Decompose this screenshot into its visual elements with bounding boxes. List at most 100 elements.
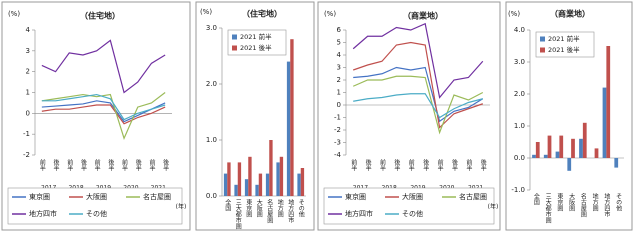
legend-swatch <box>232 45 237 51</box>
bar <box>244 179 249 196</box>
x-tick-label: 前半 <box>148 158 155 172</box>
x-tick-label: 名古屋圏 <box>579 192 586 218</box>
x-tick-label: 前半 <box>93 158 100 172</box>
y-tick-label: -3 <box>334 139 341 147</box>
y-tick-label: 3.0 <box>514 58 525 66</box>
bar <box>258 173 263 196</box>
legend-box <box>535 31 595 58</box>
x-tick-label: 全国 <box>532 192 539 206</box>
series-line <box>353 41 483 129</box>
x-tick-label: 後半 <box>451 158 458 172</box>
bar <box>300 168 305 196</box>
x-tick-label: 前半 <box>465 158 472 172</box>
legend-swatch <box>232 34 237 40</box>
y-tick-label: 1 <box>337 89 341 97</box>
series-line <box>41 104 166 125</box>
x-tick-label: 前半 <box>66 158 73 172</box>
bar <box>543 154 548 158</box>
y-tick-label: 4 <box>337 51 342 59</box>
chart-title: （住宅地） <box>80 11 120 21</box>
x-tick-label: 後半 <box>162 158 169 172</box>
x-tick-label: 後半 <box>107 158 114 172</box>
bar <box>535 142 540 158</box>
x-tick-label: 前半 <box>121 158 128 172</box>
bar <box>276 162 280 196</box>
chart-title: （住宅地） <box>242 9 282 19</box>
y-tick-label: 3 <box>337 64 341 72</box>
x-tick-label: 地方四市 <box>287 198 294 224</box>
y-tick-label: -4 <box>334 151 342 159</box>
bar <box>571 138 575 158</box>
x-tick-label: 前半 <box>350 158 357 172</box>
x-tick-label: その他 <box>297 199 304 218</box>
bar <box>297 173 301 196</box>
x-tick-label: 前半 <box>379 158 386 172</box>
x-tick-label: 三大都市圏 <box>234 199 241 230</box>
bar <box>579 138 583 158</box>
y-axis-unit: (%) <box>508 10 520 18</box>
y-tick-label: -1 <box>23 130 30 138</box>
series-line <box>41 92 166 141</box>
legend-label: 大阪圏 <box>402 192 423 201</box>
legend-label: 2021 後半 <box>240 43 272 52</box>
series-line <box>41 93 166 121</box>
bar <box>265 173 270 196</box>
x-tick-label: 後半 <box>364 158 371 172</box>
bar <box>269 140 273 196</box>
bar <box>286 61 291 196</box>
x-tick-label: 後半 <box>134 158 141 172</box>
screenshot: （住宅地）(%)-2-101234前半後半前半後半前半後半前半後半前半後半201… <box>1 1 633 231</box>
x-tick-label: 東京圏 <box>245 198 252 218</box>
x-tick-label: 三大都市圏 <box>544 193 551 224</box>
y-tick-label: 1.0 <box>514 122 525 130</box>
x-tick-label: 大阪圏 <box>255 198 262 218</box>
y-tick-label: 0 <box>337 101 341 109</box>
y-axis-unit: (%) <box>200 8 212 16</box>
y-tick-label: 5 <box>337 39 341 47</box>
y-tick-label: 0.0 <box>514 154 525 162</box>
legend-label: 2021 前半 <box>548 34 580 43</box>
x-tick-label: 後半 <box>422 158 429 172</box>
y-axis-unit: (%) <box>8 10 20 18</box>
legend-label: その他 <box>402 209 423 218</box>
bar <box>606 46 611 158</box>
bar <box>555 151 560 158</box>
bar <box>255 184 259 196</box>
y-tick-label: 1.0 <box>206 136 217 144</box>
x-tick-label: 大阪圏 <box>568 192 575 212</box>
legend-box <box>323 187 495 225</box>
legend-label: 地方四市 <box>29 209 57 218</box>
bar <box>614 158 619 168</box>
y-tick-label: 2 <box>337 76 341 84</box>
series-line <box>353 66 484 123</box>
legend-swatch <box>540 36 545 42</box>
legend-swatch <box>540 47 545 53</box>
series-line <box>352 22 484 99</box>
y-tick-label: 4.0 <box>514 26 525 34</box>
bar <box>602 87 607 158</box>
y-tick-label: -2 <box>23 151 30 159</box>
legend-label: 東京圏 <box>345 192 366 201</box>
x-tick-label: 地方圏 <box>276 198 283 218</box>
y-tick-label: 3.0 <box>206 24 217 32</box>
y-tick-label: 0 <box>26 109 30 117</box>
x-axis-unit: (年) <box>176 203 187 211</box>
y-tick-label: -1.0 <box>511 186 525 194</box>
bar <box>582 122 587 158</box>
series-line <box>41 39 166 94</box>
x-tick-label: 前半 <box>436 158 443 172</box>
bar <box>248 156 252 196</box>
bar <box>290 39 294 197</box>
x-tick-label: 名古屋圏 <box>266 198 273 224</box>
y-tick-label: 3 <box>26 47 30 55</box>
bar <box>567 158 572 171</box>
y-tick-label: 6 <box>337 26 342 34</box>
series-line <box>353 93 483 119</box>
y-tick-label: 2.0 <box>206 80 217 88</box>
bar <box>547 135 552 158</box>
legend-label: 東京圏 <box>29 192 50 201</box>
x-tick-label: 地方四市 <box>603 192 610 218</box>
x-tick-label: 前半 <box>407 158 414 172</box>
y-tick-label: 1 <box>26 89 30 97</box>
series-line <box>352 75 484 135</box>
